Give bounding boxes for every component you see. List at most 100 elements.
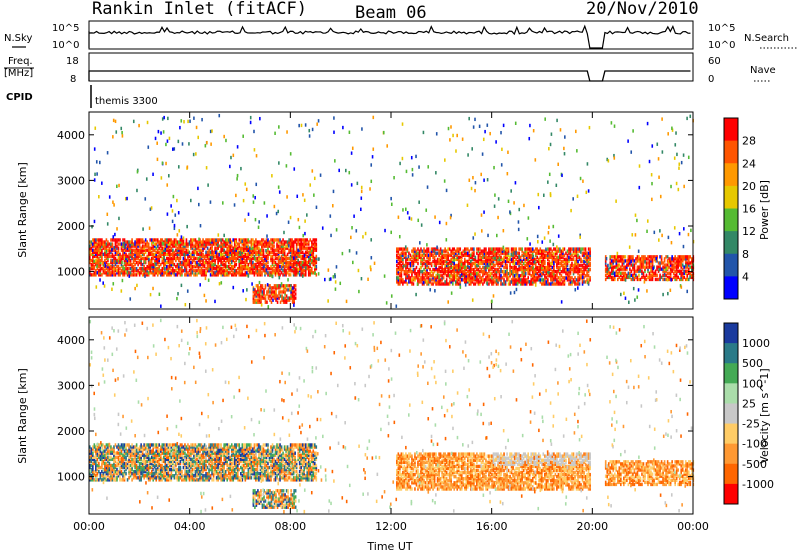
data-cell (639, 265, 642, 269)
data-cell (169, 242, 171, 246)
data-cell (584, 280, 587, 284)
data-cell (453, 251, 456, 255)
data-cell (297, 240, 299, 244)
data-cell (261, 273, 263, 277)
data-cell (539, 274, 542, 278)
data-cell (256, 269, 259, 273)
data-cell (503, 255, 505, 260)
data-cell (172, 269, 174, 273)
data-cell (488, 276, 490, 280)
data-cell (527, 267, 530, 272)
data-cell (288, 267, 290, 271)
data-cell (286, 130, 288, 134)
data-cell (433, 247, 436, 251)
data-cell (491, 257, 493, 262)
data-cell (175, 258, 177, 263)
data-cell (243, 260, 245, 265)
data-cell (513, 253, 516, 257)
data-cell (420, 259, 422, 264)
data-cell (473, 251, 475, 255)
data-cell (512, 280, 514, 284)
data-cell (550, 272, 552, 276)
data-cell (315, 246, 318, 250)
data-cell (108, 264, 111, 269)
data-cell (634, 298, 636, 302)
data-cell (624, 259, 627, 263)
data-cell (278, 284, 280, 288)
data-cell (486, 263, 489, 268)
data-cell (539, 251, 542, 255)
data-cell (484, 129, 486, 134)
data-cell (489, 278, 492, 282)
data-cell (553, 269, 555, 274)
data-cell (531, 278, 534, 282)
data-cell (131, 242, 133, 246)
data-cell (424, 265, 427, 270)
data-cell (383, 274, 386, 278)
data-cell (129, 254, 132, 259)
data-cell (252, 294, 255, 298)
data-cell (258, 264, 260, 269)
data-cell (633, 267, 636, 271)
data-cell (587, 251, 590, 255)
data-cell (265, 271, 268, 275)
data-cell (650, 277, 652, 282)
data-cell (156, 238, 159, 242)
data-cell (525, 257, 528, 262)
data-cell (267, 284, 270, 288)
data-cell (494, 272, 496, 276)
data-cell (253, 250, 256, 254)
data-cell (521, 272, 523, 276)
data-cell (480, 229, 483, 233)
data-cell (527, 269, 530, 274)
data-cell (471, 263, 474, 268)
data-cell (589, 255, 591, 260)
data-cell (480, 280, 483, 284)
data-cell (184, 256, 186, 261)
data-cell (553, 247, 555, 251)
data-cell (670, 184, 672, 189)
data-cell (268, 242, 271, 246)
data-cell (164, 240, 167, 244)
data-cell (293, 286, 295, 290)
station-title: Rankin Inlet (fitACF) (92, 0, 307, 19)
data-cell (188, 242, 191, 246)
data-cell (284, 290, 286, 294)
data-cell (261, 258, 263, 263)
data-cell (216, 243, 219, 247)
data-cell (181, 260, 183, 265)
data-cell (288, 256, 290, 261)
data-cell (456, 247, 459, 251)
data-cell (303, 240, 306, 244)
data-cell (254, 300, 256, 304)
data-cell (360, 207, 362, 212)
data-cell (544, 269, 546, 274)
data-cell (291, 246, 293, 250)
data-cell (645, 265, 648, 269)
data-cell (571, 280, 573, 284)
data-cell (155, 238, 158, 242)
data-cell (403, 269, 406, 274)
data-cell (306, 246, 309, 250)
data-cell (429, 274, 431, 278)
data-cell (483, 247, 486, 251)
data-cell (152, 256, 155, 261)
data-cell (147, 242, 150, 246)
data-cell (238, 246, 241, 250)
data-cell (256, 271, 259, 275)
data-cell (382, 130, 385, 135)
data-cell (167, 273, 170, 277)
data-cell (572, 267, 575, 272)
data-cell (559, 253, 561, 257)
data-cell (524, 257, 526, 262)
data-cell (414, 259, 416, 264)
data-cell (439, 269, 442, 274)
data-cell (218, 269, 221, 273)
data-cell (270, 238, 272, 242)
data-cell (209, 240, 212, 244)
data-cell (575, 253, 578, 257)
data-cell (417, 247, 419, 251)
data-cell (261, 250, 263, 254)
data-cell (615, 261, 618, 265)
data-cell (166, 139, 169, 143)
